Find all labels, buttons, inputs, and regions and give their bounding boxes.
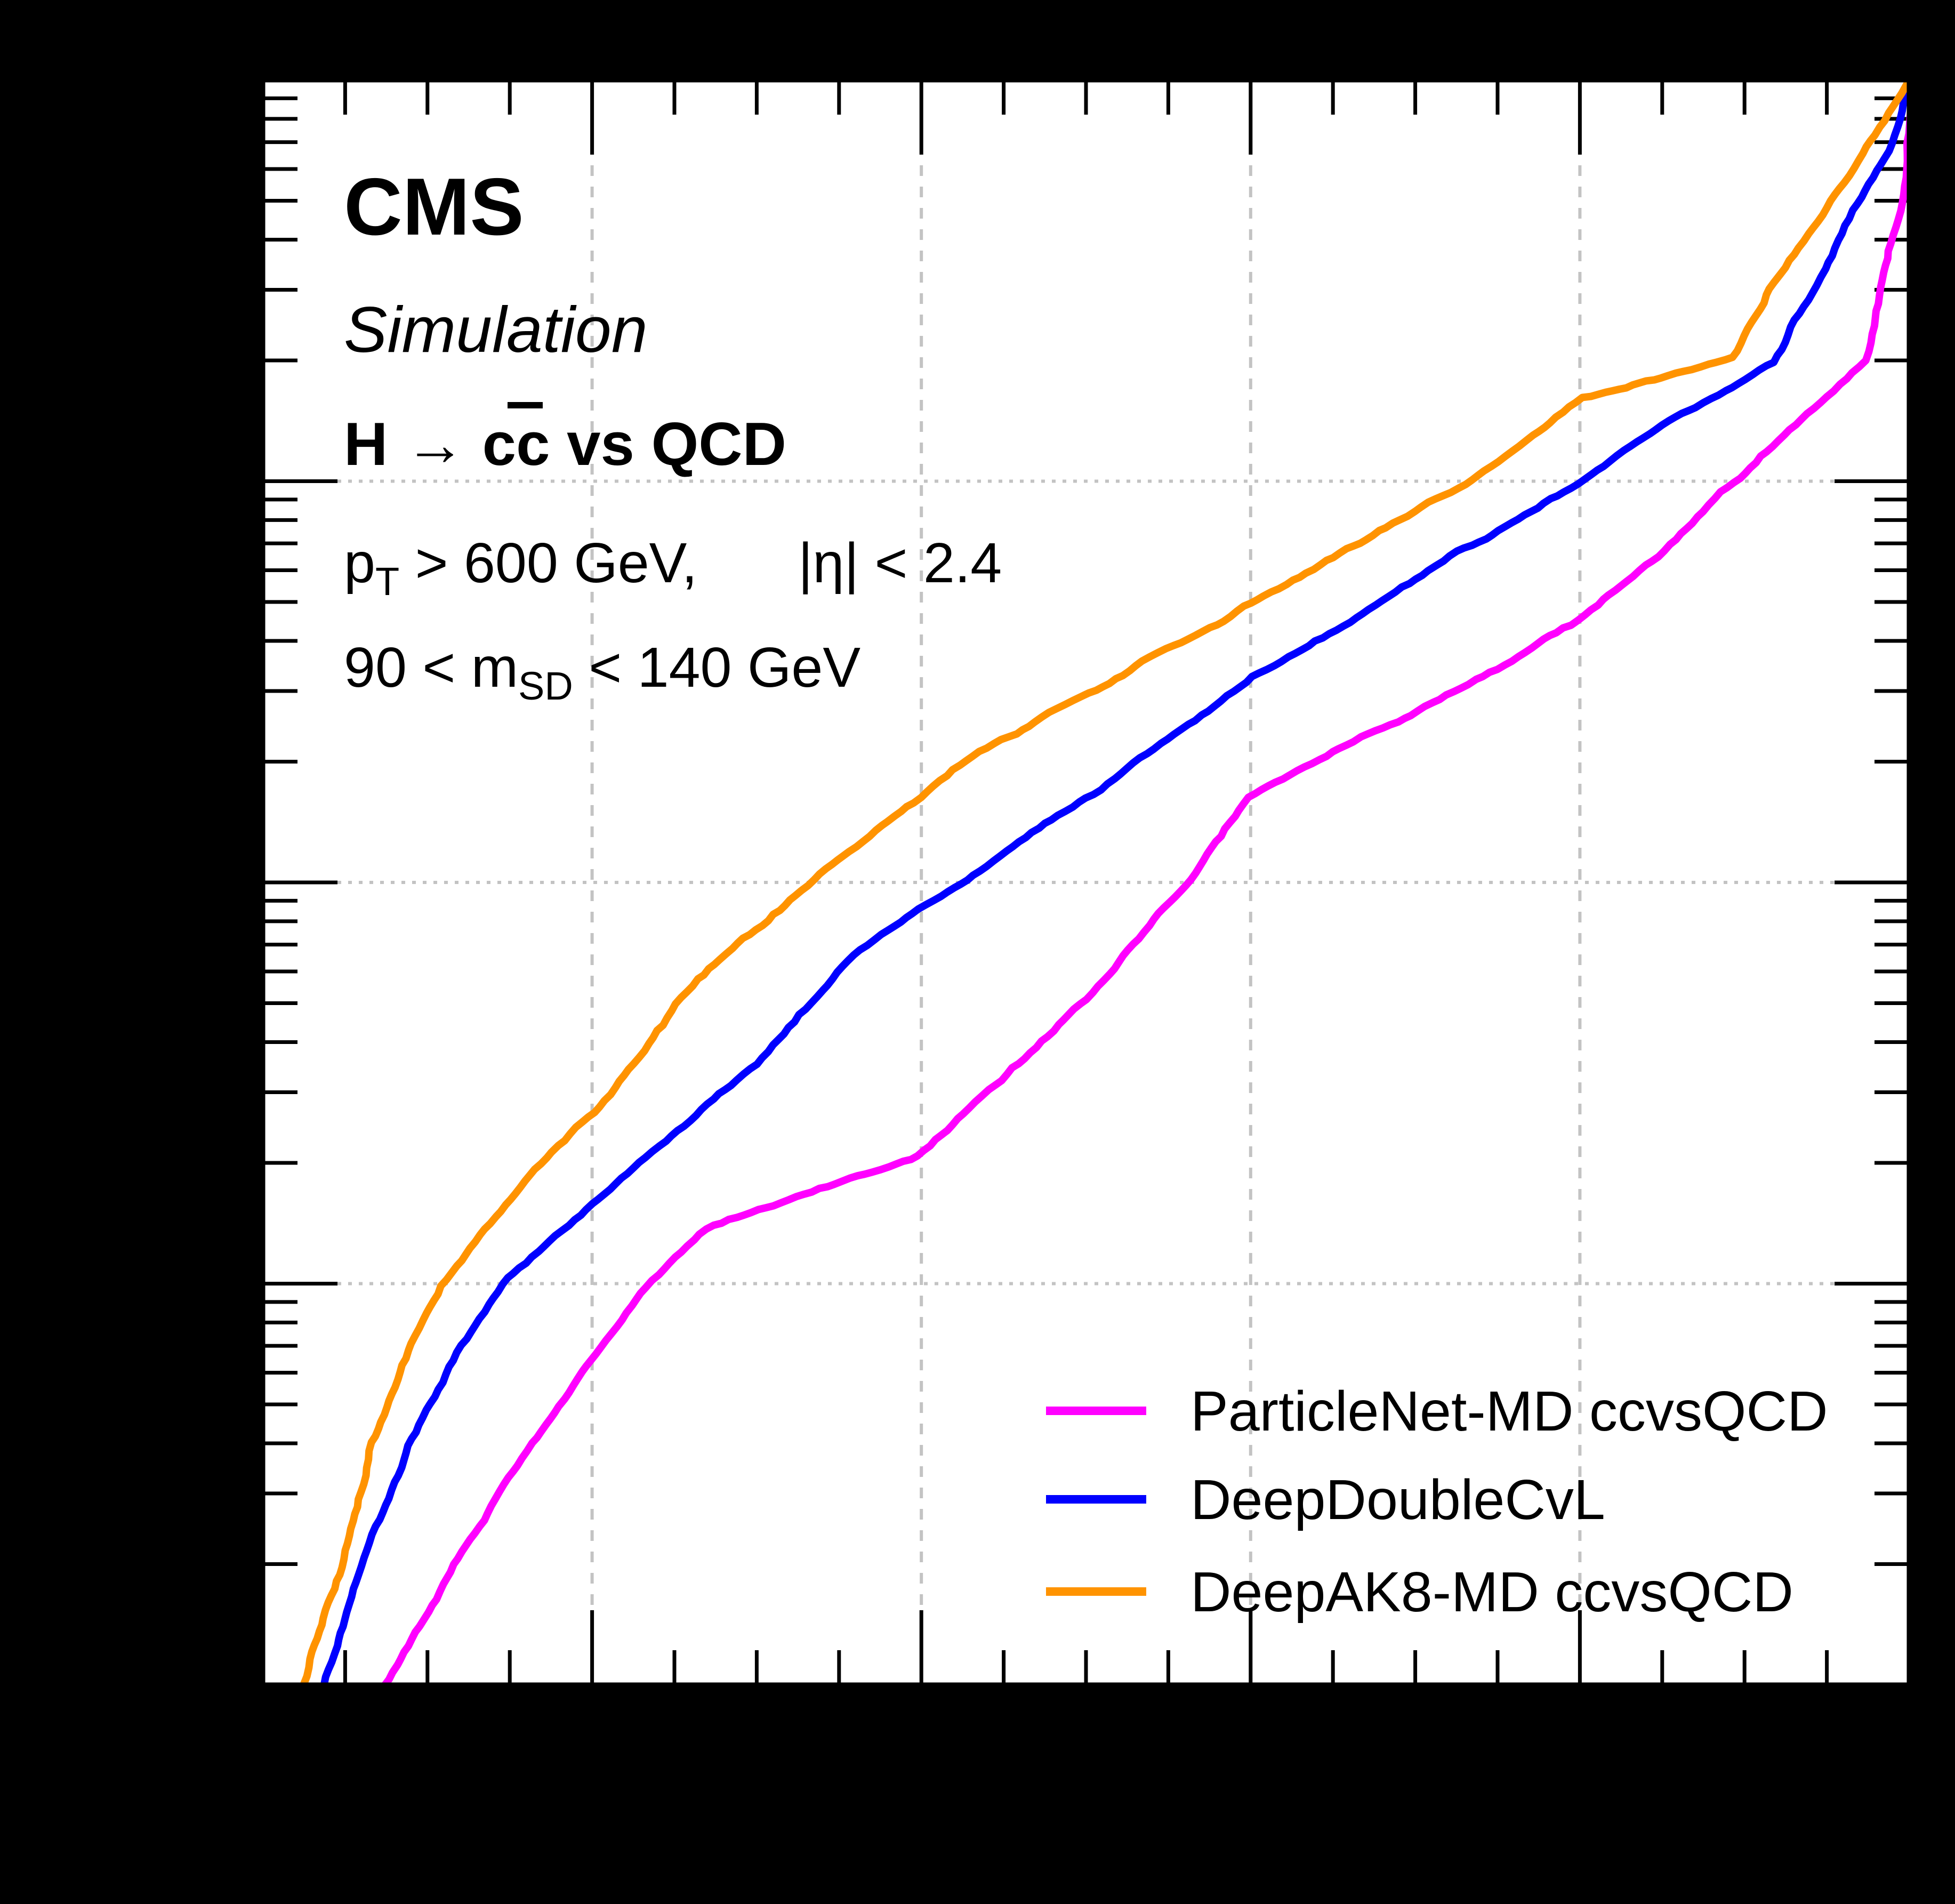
anti-c-char: c xyxy=(516,411,550,478)
cuts-pt-label: pT > 600 GeV, xyxy=(344,532,697,604)
plot-frame xyxy=(260,77,1912,1688)
legend-item-deepak8: DeepAK8-MD ccvsQCD xyxy=(1046,1561,1793,1624)
experiment-label: CMS xyxy=(344,162,524,252)
legend: ParticleNet-MD ccvsQCD DeepDoubleCvL Dee… xyxy=(1046,1380,1828,1624)
legend-item-particlenet: ParticleNet-MD ccvsQCD xyxy=(1046,1380,1828,1443)
annotations: CMS Simulation H → cc vs QCD pT > 600 Ge… xyxy=(344,162,1002,708)
plot-area xyxy=(260,77,1912,1688)
legend-label-particlenet: ParticleNet-MD ccvsQCD xyxy=(1190,1380,1828,1443)
cuts-eta-label: |η| < 2.4 xyxy=(798,532,1002,595)
roc-curve-particlenet-md xyxy=(381,80,1909,1685)
legend-label-deepdoublecvl: DeepDoubleCvL xyxy=(1190,1468,1605,1531)
process-label: H → cc vs QCD xyxy=(344,411,786,478)
simulation-label: Simulation xyxy=(344,293,648,366)
gridlines xyxy=(263,80,1909,1685)
roc-curve-deepdoublecvl xyxy=(320,80,1909,1685)
roc-curve-deepak8-md xyxy=(300,80,1909,1685)
roc-curves xyxy=(300,80,1909,1685)
axis-ticks xyxy=(263,80,1909,1685)
legend-item-deepdoublecvl: DeepDoubleCvL xyxy=(1046,1468,1605,1531)
arrow-glyph: → xyxy=(405,411,465,478)
cuts-msd-label: 90 < mSD < 140 GeV xyxy=(344,636,860,708)
legend-label-deepak8: DeepAK8-MD ccvsQCD xyxy=(1190,1561,1793,1624)
